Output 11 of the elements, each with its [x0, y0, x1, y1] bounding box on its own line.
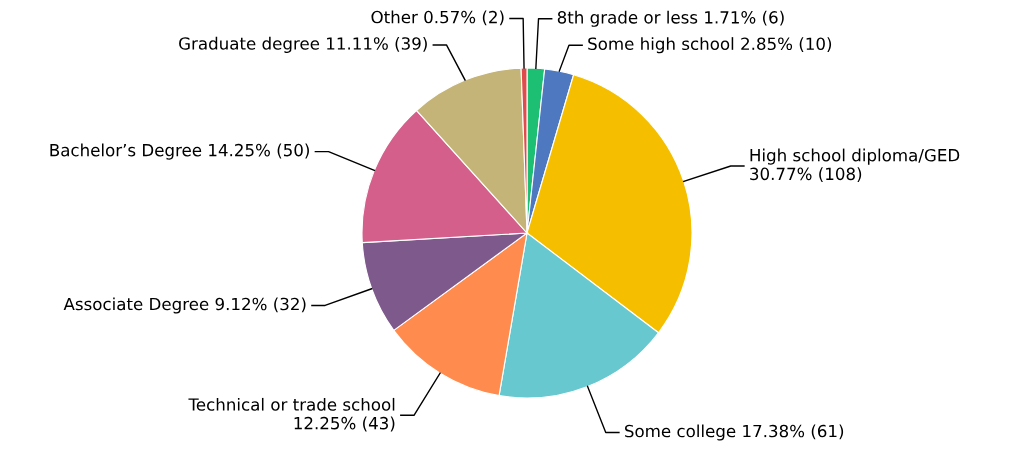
- slice-label: Graduate degree 11.11% (39): [179, 36, 427, 53]
- slice-label: Some college 17.38% (61): [625, 424, 844, 441]
- slice-label: High school diploma/GED: [750, 148, 960, 165]
- data-label: 30.77% (108): [750, 167, 862, 183]
- slice-label: Associate Degree 9.12% (32): [63, 297, 306, 314]
- slice-label: 8th grade or less 1.71% (6): [557, 10, 784, 27]
- data-label: 12.25% (43): [294, 416, 395, 432]
- slice-label: Other 0.57% (2): [371, 10, 504, 26]
- slice-label: Some high school 2.85% (10): [588, 37, 832, 54]
- slice-label: Technical or trade school: [188, 397, 395, 411]
- slice-label: Bachelor’s Degree 14.25% (50): [50, 143, 309, 160]
